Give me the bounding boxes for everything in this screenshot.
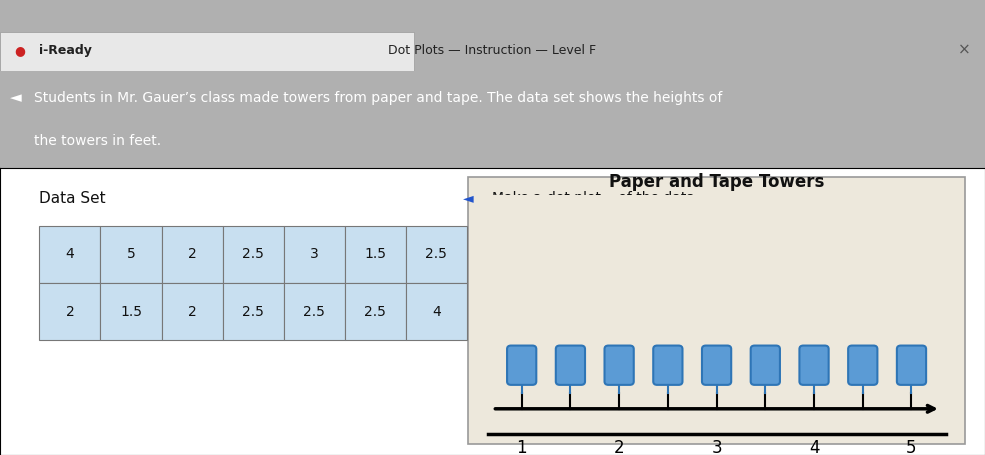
FancyBboxPatch shape — [653, 345, 683, 385]
Text: 4: 4 — [66, 248, 74, 261]
Text: ×: × — [957, 43, 970, 58]
FancyBboxPatch shape — [284, 283, 345, 340]
FancyBboxPatch shape — [39, 283, 100, 340]
Text: dot plot: dot plot — [547, 191, 601, 205]
FancyBboxPatch shape — [556, 345, 585, 385]
Text: Make a: Make a — [492, 191, 547, 205]
FancyBboxPatch shape — [406, 283, 467, 340]
Text: 5: 5 — [127, 248, 135, 261]
Text: i-Ready: i-Ready — [39, 44, 93, 57]
Text: 2.5: 2.5 — [242, 305, 264, 318]
FancyBboxPatch shape — [751, 345, 780, 385]
Text: 4: 4 — [432, 305, 440, 318]
FancyBboxPatch shape — [345, 226, 406, 283]
Title: Paper and Tape Towers: Paper and Tape Towers — [609, 173, 824, 191]
FancyBboxPatch shape — [100, 226, 162, 283]
FancyBboxPatch shape — [284, 226, 345, 283]
Text: Data Set: Data Set — [39, 191, 106, 206]
FancyBboxPatch shape — [605, 345, 633, 385]
Text: of the data.: of the data. — [614, 191, 699, 205]
Text: ◄: ◄ — [10, 91, 22, 106]
Text: 1.5: 1.5 — [364, 248, 386, 261]
Text: Dot Plots — Instruction — Level F: Dot Plots — Instruction — Level F — [388, 44, 597, 57]
Text: 2.5: 2.5 — [242, 248, 264, 261]
FancyBboxPatch shape — [406, 226, 467, 283]
FancyBboxPatch shape — [0, 32, 414, 71]
FancyBboxPatch shape — [223, 283, 284, 340]
FancyBboxPatch shape — [468, 177, 965, 444]
FancyBboxPatch shape — [345, 283, 406, 340]
Text: 2.5: 2.5 — [426, 248, 447, 261]
Text: 2.5: 2.5 — [364, 305, 386, 318]
FancyBboxPatch shape — [223, 226, 284, 283]
FancyBboxPatch shape — [800, 345, 828, 385]
Text: 2.5: 2.5 — [303, 305, 325, 318]
FancyBboxPatch shape — [162, 283, 223, 340]
Text: Students in Mr. Gauer’s class made towers from paper and tape. The data set show: Students in Mr. Gauer’s class made tower… — [34, 91, 723, 105]
Text: 2: 2 — [66, 305, 74, 318]
FancyBboxPatch shape — [897, 345, 926, 385]
FancyBboxPatch shape — [162, 226, 223, 283]
Text: 3: 3 — [310, 248, 318, 261]
Text: 1.5: 1.5 — [120, 305, 142, 318]
Text: ●: ● — [15, 44, 26, 57]
FancyBboxPatch shape — [507, 345, 536, 385]
Text: ◄: ◄ — [463, 191, 474, 205]
Text: 2: 2 — [188, 305, 196, 318]
Text: the towers in feet.: the towers in feet. — [34, 134, 162, 148]
Text: 2: 2 — [188, 248, 196, 261]
FancyBboxPatch shape — [848, 345, 878, 385]
FancyBboxPatch shape — [702, 345, 731, 385]
FancyBboxPatch shape — [100, 283, 162, 340]
FancyBboxPatch shape — [39, 226, 100, 283]
